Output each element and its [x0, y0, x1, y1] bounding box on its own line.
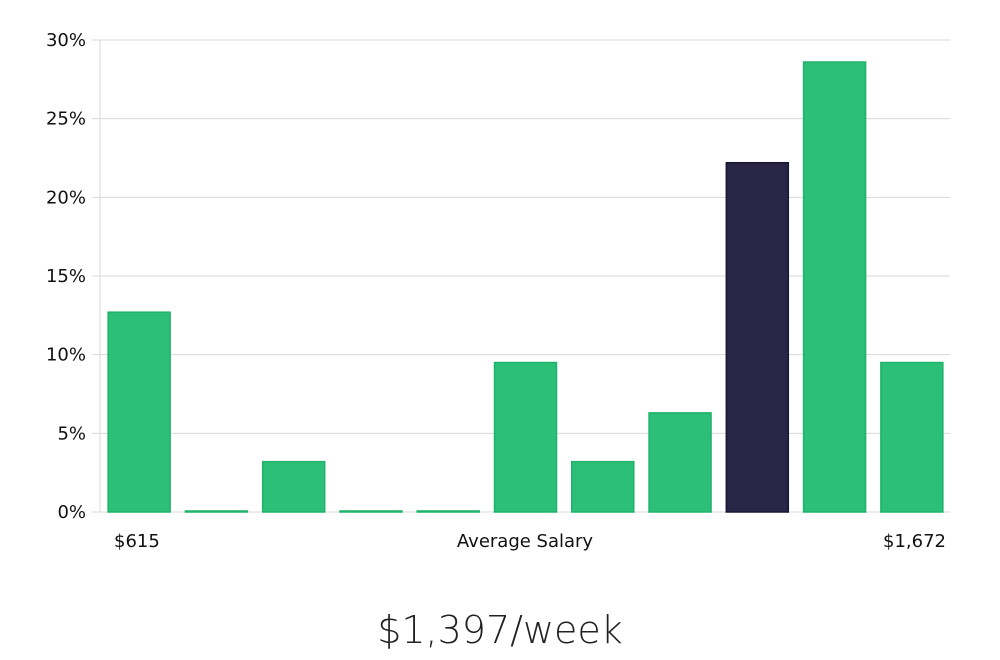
bar: [493, 361, 558, 513]
bar: [261, 460, 326, 513]
bar: [571, 460, 635, 513]
bar: [339, 510, 403, 513]
y-tick-label: 10%: [46, 345, 86, 366]
bar: [802, 61, 867, 513]
y-tick-label: 5%: [57, 423, 86, 444]
bar: [184, 510, 249, 513]
y-tick-label: 0%: [57, 502, 86, 523]
bar: [416, 510, 480, 513]
x-max-label: $1,672: [883, 531, 946, 552]
bar-highlighted: [725, 161, 790, 513]
x-min-label: $615: [114, 531, 160, 552]
bar: [107, 311, 171, 513]
y-tick-label: 15%: [46, 266, 86, 287]
y-tick-label: 20%: [46, 187, 86, 208]
y-tick-label: 30%: [46, 30, 86, 51]
average-salary-headline: $1,397/week: [377, 608, 623, 652]
bar: [648, 412, 712, 513]
y-tick-label: 25%: [46, 109, 86, 130]
bar: [880, 361, 944, 513]
salary-histogram: 0% 5% 10% 15% 20% 25% 30% $615 Average Salary $1,…: [46, 30, 950, 552]
x-axis-label: Average Salary: [457, 531, 594, 552]
